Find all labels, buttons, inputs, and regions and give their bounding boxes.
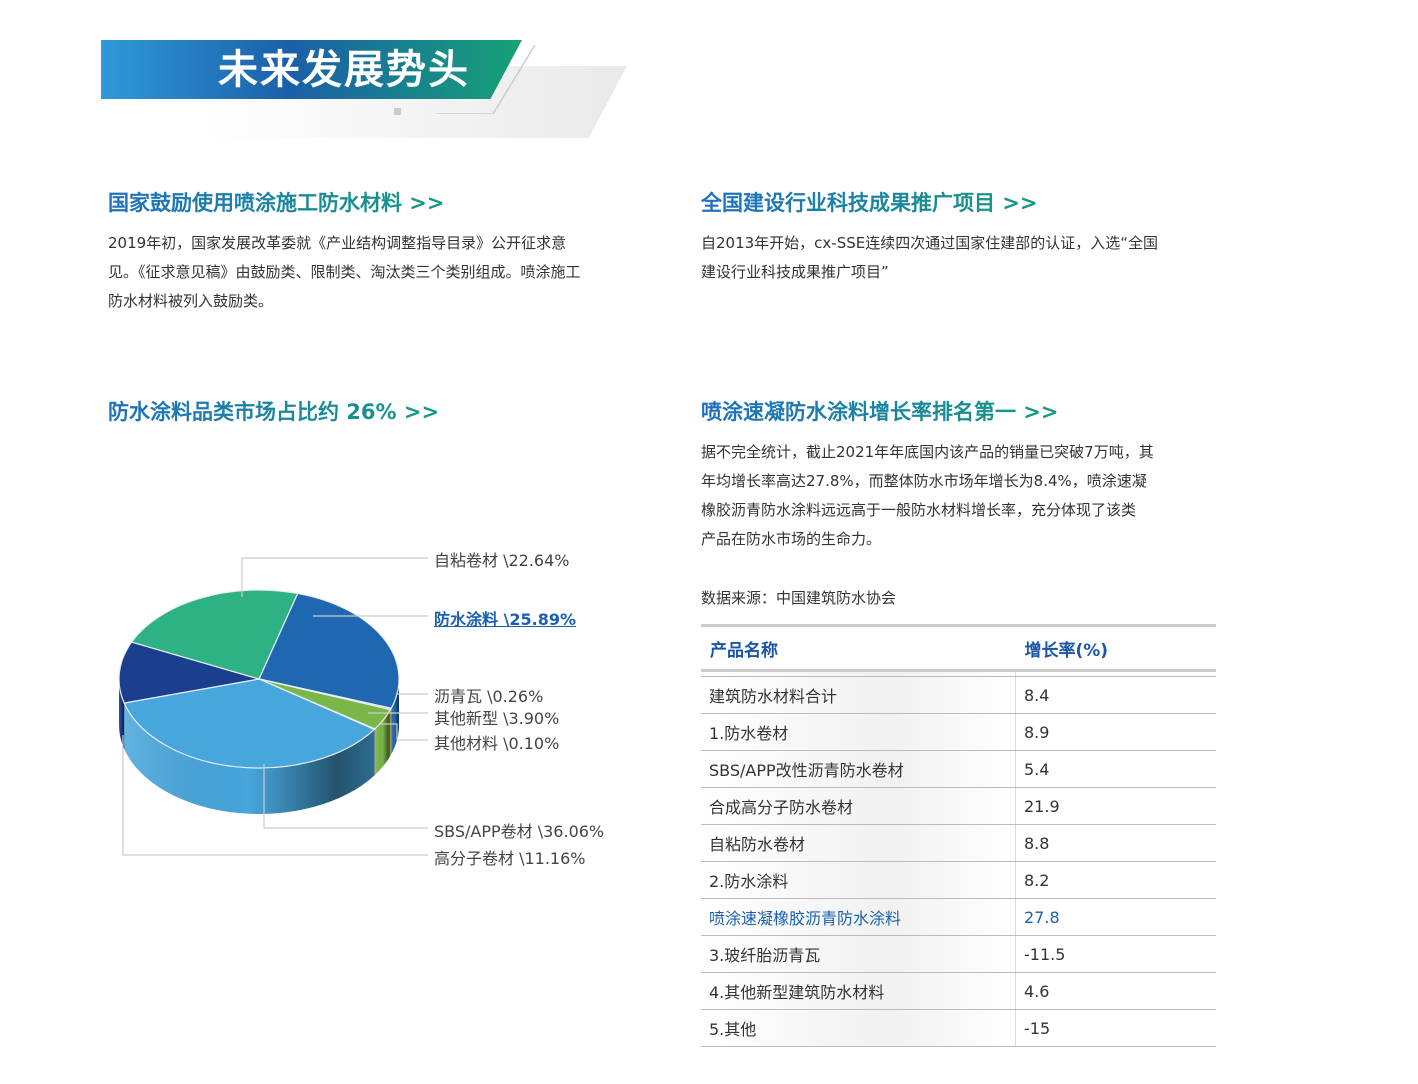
banner-decor-line <box>436 44 536 114</box>
pie-label-其他材料: 其他材料 \0.10% <box>434 734 560 753</box>
table-row: 合成高分子防水卷材 21.9 <box>701 787 1216 825</box>
growth-rate: -15 <box>1015 1009 1216 1047</box>
pie-label-sbs-app卷材: SBS/APP卷材 \36.06% <box>434 822 605 841</box>
pie-label-高分子卷材: 高分子卷材 \11.16% <box>434 849 586 868</box>
growth-table: 产品名称 增长率(%) 建筑防水材料合计 8.4 1.防水卷材 8.9 SBS/APP改… <box>701 624 1216 1047</box>
product-name: 5.其他 <box>701 1009 1016 1047</box>
data-source: 数据来源：中国建筑防水协会 <box>701 589 897 607</box>
pie-label-防水涂料: 防水涂料 \25.89% <box>434 610 577 629</box>
col-header-growth: 增长率(%) <box>1015 624 1216 672</box>
section-text: 据不完全统计，截止2021年年底国内该产品的销量已突破7万吨，其 年均增长率高达… <box>701 438 1154 554</box>
pie-label-沥青瓦: 沥青瓦 \0.26% <box>434 687 544 706</box>
text-line: 建设行业科技成果推广项目” <box>701 263 889 281</box>
product-name: 4.其他新型建筑防水材料 <box>701 972 1016 1010</box>
growth-rate: 8.9 <box>1015 713 1216 751</box>
table-row: 1.防水卷材 8.9 <box>701 713 1216 751</box>
pie-chart <box>118 557 428 856</box>
text-line: 自2013年开始，cx-SSE连续四次通过国家住建部的认证，入选“全国 <box>701 234 1159 252</box>
growth-rate: 8.2 <box>1015 861 1216 899</box>
banner <box>101 40 522 99</box>
product-name: 合成高分子防水卷材 <box>701 787 1016 825</box>
product-name: 自粘防水卷材 <box>701 824 1016 862</box>
banner-title: 未来发展势头 <box>218 47 470 93</box>
table-row: 3.玻纤胎沥青瓦 -11.5 <box>701 935 1216 973</box>
pie-side-高分子卷材 <box>119 679 125 750</box>
banner-dot <box>394 108 401 115</box>
growth-rate: -11.5 <box>1015 935 1216 973</box>
growth-rate: 27.8 <box>1015 898 1216 936</box>
table-row: 5.其他 -15 <box>701 1009 1216 1047</box>
product-name: 建筑防水材料合计 <box>701 676 1016 714</box>
text-line: 据不完全统计，截止2021年年底国内该产品的销量已突破7万吨，其 <box>701 443 1154 461</box>
table-row: 喷涂速凝橡胶沥青防水涂料 27.8 <box>701 898 1216 936</box>
table-row: 建筑防水材料合计 8.4 <box>701 676 1216 714</box>
pie-slice-自粘卷材 <box>130 589 299 680</box>
section-heading: 防水涂料品类市场占比约 26% >> <box>108 396 439 426</box>
pie-slice-SBS/APP卷材 <box>123 678 376 769</box>
text-line: 年均增长率高达27.8%，而整体防水市场年增长为8.4%，喷涂速凝 <box>701 472 1147 490</box>
table-row: 4.其他新型建筑防水材料 4.6 <box>701 972 1216 1010</box>
pie-label-自粘卷材: 自粘卷材 \22.64% <box>434 551 570 570</box>
product-name: 喷涂速凝橡胶沥青防水涂料 <box>701 898 1016 936</box>
pie-label-其他新型: 其他新型 \3.90% <box>434 709 560 728</box>
section-heading: 喷涂速凝防水涂料增长率排名第一 >> <box>701 396 1059 426</box>
text-line: 橡胶沥青防水涂料远远高于一般防水材料增长率，充分体现了该类 <box>701 501 1137 519</box>
section-heading: 国家鼓励使用喷涂施工防水材料 >> <box>108 187 445 217</box>
section-text: 2019年初，国家发展改革委就《产业结构调整指导目录》公开征求意 见。《征求意见… <box>108 229 581 316</box>
text-line: 2019年初，国家发展改革委就《产业结构调整指导目录》公开征求意 <box>108 234 567 252</box>
table-row: 2.防水涂料 8.2 <box>701 861 1216 899</box>
growth-rate: 8.4 <box>1015 676 1216 714</box>
product-name: 3.玻纤胎沥青瓦 <box>701 935 1016 973</box>
product-name: 1.防水卷材 <box>701 713 1016 751</box>
growth-rate: 4.6 <box>1015 972 1216 1010</box>
pie-side-SBS/APP卷材 <box>124 703 375 814</box>
growth-rate: 5.4 <box>1015 750 1216 788</box>
growth-rate: 8.8 <box>1015 824 1216 862</box>
col-header-product: 产品名称 <box>701 624 1016 672</box>
pie-slice-高分子卷材 <box>118 641 260 704</box>
growth-rate: 21.9 <box>1015 787 1216 825</box>
leader-lines <box>122 557 428 856</box>
text-line: 产品在防水市场的生命力。 <box>701 530 882 548</box>
section-heading: 全国建设行业科技成果推广项目 >> <box>701 187 1038 217</box>
table-row: 自粘防水卷材 8.8 <box>701 824 1216 862</box>
section-text: 自2013年开始，cx-SSE连续四次通过国家住建部的认证，入选“全国 建设行业… <box>701 229 1158 287</box>
pie-slice-防水涂料 <box>258 592 400 709</box>
text-line: 见。《征求意见稿》由鼓励类、限制类、淘汰类三个类别组成。喷涂施工 <box>108 263 581 281</box>
product-name: SBS/APP改性沥青防水卷材 <box>701 750 1016 788</box>
table-row: SBS/APP改性沥青防水卷材 5.4 <box>701 750 1216 788</box>
product-name: 2.防水涂料 <box>701 861 1016 899</box>
text-line: 防水材料被列入鼓励类。 <box>108 292 274 310</box>
pie-side-沥青瓦 <box>390 708 392 756</box>
